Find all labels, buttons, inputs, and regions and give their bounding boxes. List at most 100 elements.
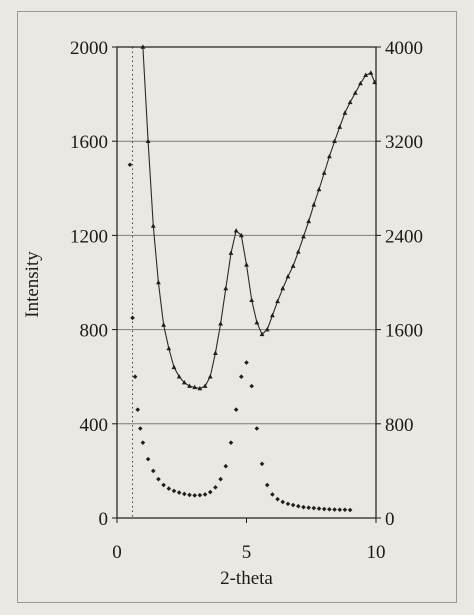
data-point (321, 506, 327, 512)
y-axis-ticks: 0 400 800 1200 1600 2000 (70, 38, 117, 530)
data-point (347, 507, 353, 513)
y-tick-label: 0 (99, 509, 109, 530)
data-point (249, 383, 254, 389)
data-point (249, 297, 255, 302)
y-tick-label: 2000 (70, 38, 108, 59)
data-point (244, 262, 249, 267)
data-point (233, 407, 239, 412)
data-point (150, 223, 156, 228)
data-point (363, 72, 369, 78)
data-point (285, 501, 291, 507)
y-tick-label: 400 (80, 415, 109, 436)
y-tick-label: 800 (80, 321, 109, 342)
y2-tick-label: 800 (385, 415, 414, 436)
x-axis-label: 2-theta (220, 568, 273, 589)
data-point (254, 426, 260, 431)
data-point (138, 426, 143, 431)
figure-border (17, 11, 457, 603)
data-point (140, 440, 146, 445)
x-tick-label: 0 (112, 542, 122, 563)
data-point (223, 285, 229, 291)
data-point (176, 490, 182, 495)
y2-tick-label: 0 (385, 509, 395, 530)
y2-axis-ticks: 0 800 1600 2400 3200 4000 (376, 38, 423, 530)
data-point (228, 250, 234, 255)
data-point (181, 379, 187, 385)
data-point (207, 489, 213, 495)
series-triangles (140, 44, 378, 391)
series-dots (127, 162, 353, 513)
data-point (202, 383, 208, 388)
data-point (197, 492, 203, 498)
data-point (342, 507, 348, 513)
data-point (290, 263, 296, 268)
data-point (280, 285, 286, 291)
data-point (182, 491, 187, 497)
data-point (171, 488, 177, 494)
gridlines (117, 46, 376, 519)
x-tick-label: 5 (242, 542, 252, 563)
data-point (233, 228, 239, 233)
data-point (161, 322, 167, 327)
data-point (275, 496, 280, 502)
data-point (326, 153, 332, 159)
data-point (187, 492, 192, 498)
data-point (311, 202, 317, 207)
data-point (290, 502, 296, 508)
data-point (275, 298, 280, 304)
data-point (192, 493, 197, 498)
data-point (306, 505, 311, 510)
y2-tick-label: 4000 (385, 38, 423, 59)
data-point (327, 506, 332, 512)
data-point (156, 476, 161, 482)
data-point (187, 383, 192, 388)
data-point (244, 360, 249, 365)
data-point (150, 468, 156, 474)
y2-tick-label: 2400 (385, 226, 423, 247)
data-point (332, 138, 337, 143)
data-point (337, 507, 343, 513)
data-point (218, 321, 223, 326)
y2-tick-label: 1600 (385, 321, 423, 342)
y-tick-label: 1600 (70, 132, 108, 153)
data-point (270, 492, 275, 497)
data-point (321, 170, 327, 175)
data-point (166, 486, 172, 491)
data-point (132, 374, 138, 379)
data-point (301, 504, 306, 510)
data-point (285, 274, 291, 279)
plot-area (116, 46, 377, 519)
data-point (192, 384, 198, 390)
data-point (296, 503, 301, 509)
data-point (218, 476, 223, 482)
data-point (213, 350, 218, 355)
data-point (161, 482, 166, 488)
data-point (145, 138, 151, 143)
y-axis-label: Intensity (22, 251, 43, 318)
data-point (332, 507, 337, 512)
data-point (156, 279, 161, 285)
data-point (202, 492, 208, 497)
data-point (127, 162, 133, 168)
data-point (264, 482, 270, 488)
data-point (207, 374, 213, 379)
data-point (197, 385, 203, 391)
data-point (130, 315, 135, 321)
data-point (280, 499, 286, 505)
x-tick-label: 10 (367, 542, 386, 563)
y-tick-label: 1200 (70, 226, 108, 247)
data-point (358, 80, 363, 86)
data-point (259, 331, 265, 337)
data-point (316, 506, 322, 511)
data-point (295, 249, 301, 254)
data-point (259, 461, 265, 467)
data-point (316, 186, 322, 192)
series-line (142, 46, 376, 390)
data-point (223, 463, 229, 469)
data-point (347, 99, 353, 105)
x-axis-ticks: 0 5 10 (112, 518, 386, 563)
data-point (264, 327, 270, 332)
data-point (368, 70, 374, 75)
